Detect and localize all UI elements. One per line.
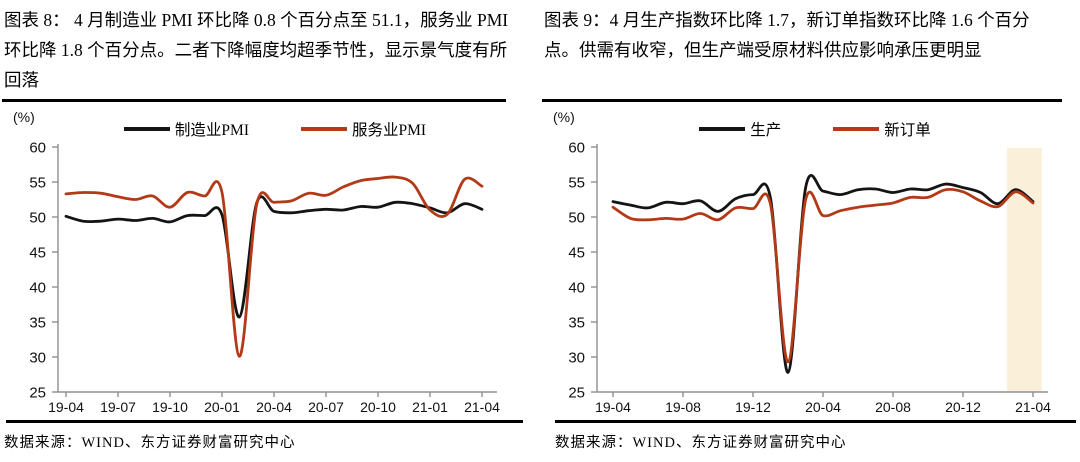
footer-divider <box>6 420 523 423</box>
legend-item-new-orders: 新订单 <box>833 118 931 140</box>
legend-line-swatch <box>699 127 746 131</box>
svg-text:35: 35 <box>568 315 585 332</box>
svg-text:20-07: 20-07 <box>308 399 344 415</box>
title-divider <box>542 99 1062 102</box>
title-divider <box>2 99 506 102</box>
svg-text:60: 60 <box>29 140 46 157</box>
legend-item-services-pmi: 服务业PMI <box>301 118 426 140</box>
svg-text:20-10: 20-10 <box>360 399 396 415</box>
legend-item-production: 生产 <box>699 118 781 140</box>
legend-line-swatch <box>301 127 347 131</box>
legend-line-swatch <box>833 127 880 131</box>
svg-text:20-04: 20-04 <box>256 399 292 415</box>
svg-text:60: 60 <box>568 140 585 157</box>
svg-text:40: 40 <box>29 280 46 297</box>
svg-text:25: 25 <box>29 385 46 402</box>
svg-text:25: 25 <box>568 385 585 402</box>
svg-text:35: 35 <box>29 315 46 332</box>
footer-divider <box>555 420 1076 423</box>
svg-text:20-08: 20-08 <box>875 399 911 415</box>
svg-text:19-07: 19-07 <box>100 399 136 415</box>
legend-label: 服务业PMI <box>352 122 427 139</box>
y-axis-unit-label: (%) <box>13 109 35 125</box>
chart-legend: 生产 新订单 <box>590 118 1040 140</box>
svg-text:50: 50 <box>568 210 585 227</box>
svg-text:19-12: 19-12 <box>735 399 771 415</box>
svg-text:21-01: 21-01 <box>412 399 448 415</box>
svg-text:19-04: 19-04 <box>48 399 84 415</box>
svg-text:19-04: 19-04 <box>595 399 631 415</box>
legend-label: 制造业PMI <box>174 122 249 139</box>
chart-title: 图表 8： 4 月制造业 PMI 环比降 0.8 个百分点至 51.1，服务业 … <box>4 10 509 90</box>
legend-label: 新订单 <box>884 122 931 139</box>
data-source-note: 数据来源：WIND、东方证券财富研究中心 <box>4 435 296 451</box>
svg-text:20-01: 20-01 <box>204 399 240 415</box>
legend-label: 生产 <box>750 122 782 139</box>
legend-item-manufacturing-pmi: 制造业PMI <box>123 118 249 140</box>
y-axis-unit-label: (%) <box>553 109 575 125</box>
svg-text:19-10: 19-10 <box>152 399 188 415</box>
svg-text:40: 40 <box>568 280 585 297</box>
svg-text:30: 30 <box>29 350 46 367</box>
svg-text:20-04: 20-04 <box>805 399 841 415</box>
svg-text:21-04: 21-04 <box>464 399 500 415</box>
svg-text:21-04: 21-04 <box>1015 399 1051 415</box>
svg-text:20-12: 20-12 <box>945 399 981 415</box>
svg-text:55: 55 <box>568 175 585 192</box>
production-neworders-line-chart: 60 55 50 45 40 35 30 25 19-04 19-08 19-12 20-04 20-0… <box>568 140 1051 416</box>
panel-manufacturing-services-pmi: 60 55 50 45 40 35 30 25 19-04 19-07 19-10 20-01 20-0… <box>2 10 523 451</box>
chart-title: 图表 9：4 月生产指数环比降 1.7，新订单指数环比降 1.6 个百分点。供需… <box>544 10 1030 60</box>
panel-production-neworders: 60 55 50 45 40 35 30 25 19-04 19-08 19-12 20-04 20-0… <box>540 0 1080 462</box>
svg-text:45: 45 <box>568 245 585 262</box>
chart-legend: 制造业PMI 服务业PMI <box>50 118 500 140</box>
svg-text:30: 30 <box>568 350 585 367</box>
svg-text:45: 45 <box>29 245 46 262</box>
svg-text:55: 55 <box>29 175 46 192</box>
data-source-note: 数据来源：WIND、东方证券财富研究中心 <box>555 435 847 451</box>
svg-text:19-08: 19-08 <box>665 399 701 415</box>
legend-line-swatch <box>123 127 170 131</box>
svg-text:50: 50 <box>29 210 46 227</box>
